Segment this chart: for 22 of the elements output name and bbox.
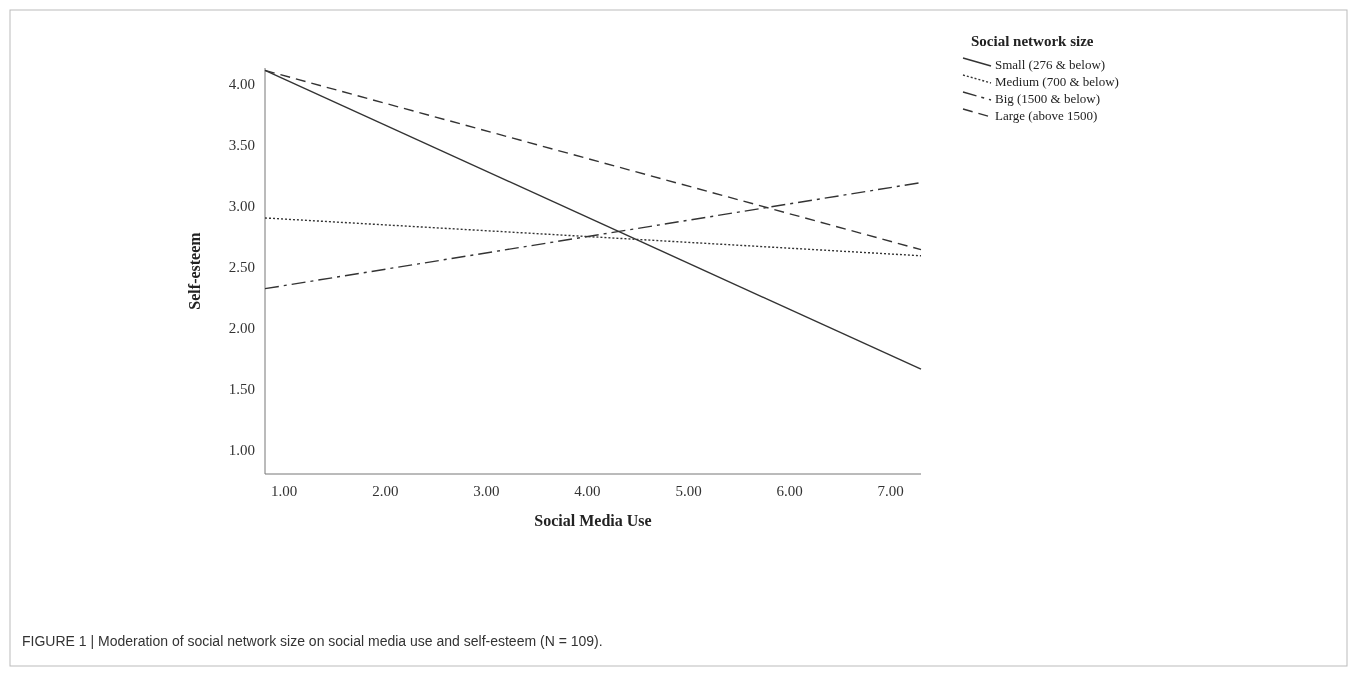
x-tick-label: 4.00	[574, 483, 601, 499]
x-tick-label: 1.00	[271, 483, 298, 499]
legend-label: Medium (700 & below)	[995, 74, 1119, 89]
y-tick-label: 3.00	[228, 198, 255, 215]
legend-label: Large (above 1500)	[995, 108, 1098, 123]
x-tick-label: 2.00	[372, 483, 399, 499]
legend-label: Big (1500 & below)	[995, 91, 1101, 106]
x-axis-title: Social Media Use	[534, 512, 652, 529]
x-tick-label: 5.00	[675, 483, 702, 499]
y-tick-label: 1.00	[228, 441, 255, 458]
caption: FIGURE 1 | Moderation of social network size on social media use and self-esteem (N = 109).	[22, 633, 603, 649]
x-tick-label: 6.00	[776, 483, 803, 499]
y-tick-label: 4.00	[228, 76, 255, 93]
y-tick-label: 1.50	[228, 380, 255, 397]
legend-label: Small (276 & below)	[995, 57, 1106, 72]
x-tick-label: 3.00	[473, 483, 500, 499]
x-tick-label: 7.00	[877, 483, 904, 499]
y-tick-label: 3.50	[228, 137, 255, 154]
y-tick-label: 2.00	[228, 319, 255, 336]
y-tick-label: 2.50	[228, 258, 255, 275]
y-axis-title: Self-esteem	[186, 231, 203, 310]
legend-title: Social network size	[971, 33, 1094, 49]
